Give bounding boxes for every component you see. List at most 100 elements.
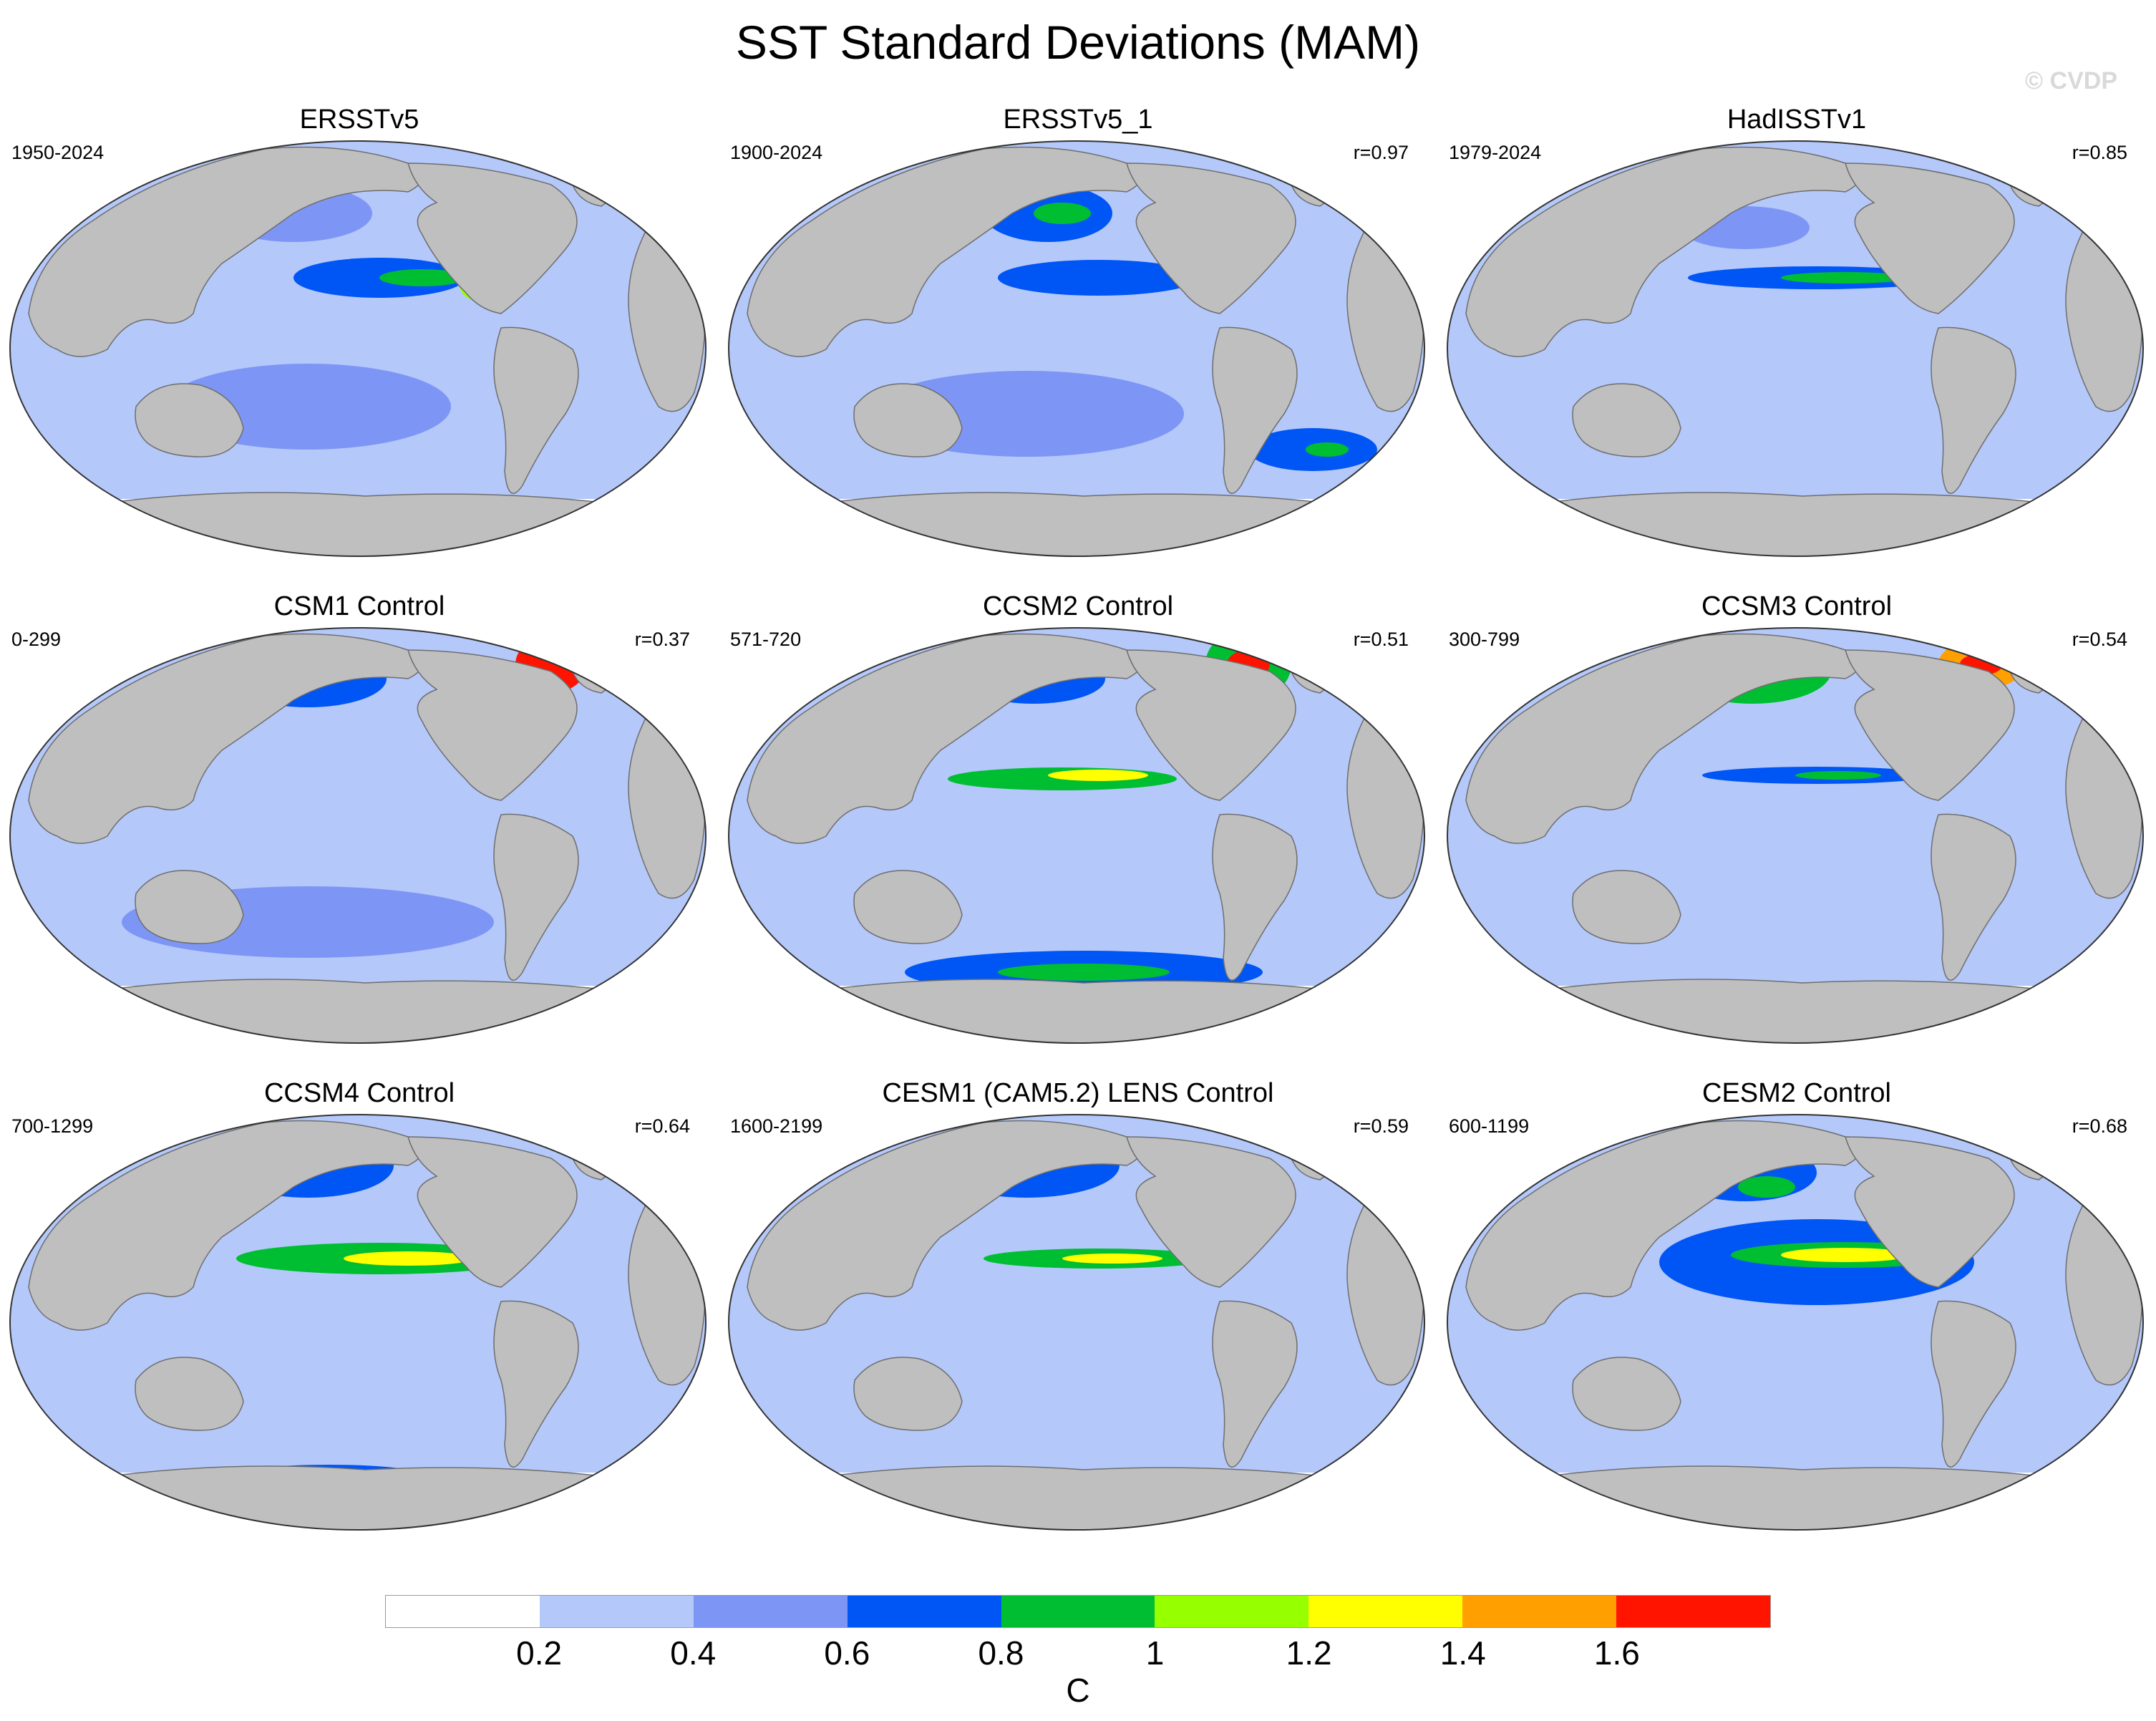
landmass [1931,813,2016,981]
colorbar-tick-label: 0.6 [824,1634,870,1672]
panel-correlation: r=0.54 [2072,629,2127,650]
panel-correlation: r=0.51 [1353,629,1409,650]
map-border [1447,627,2144,1044]
colorbar-swatch [693,1596,848,1627]
colorbar-swatch [386,1596,540,1627]
panel-period: 1600-2199 [730,1115,823,1137]
map-border [728,627,1425,1044]
sst-contour [379,269,465,286]
map-border [9,627,706,1044]
map-panel: CESM2 Control 600-1199 r=0.68 [1437,974,2156,1531]
panel-title: HadISSTv1 [1727,105,1867,135]
landmass [1126,163,1296,314]
landmass [1465,633,1860,844]
panel-title: CCSM4 Control [263,1078,455,1108]
world-map [728,1114,1425,1531]
landmass [1212,813,1298,981]
panel-title: CSM1 Control [273,591,445,621]
landmass [1931,326,2016,494]
landmass [1845,649,2015,801]
colorbar-tick-label: 1.6 [1593,1634,1640,1672]
landmass [493,326,579,494]
colorbar-swatch [847,1596,1001,1627]
sst-contour [1306,442,1349,457]
colorbar-swatch [1462,1596,1617,1627]
landmass [1572,383,1681,457]
sst-contour [1795,771,1881,780]
panel-correlation: r=0.59 [1353,1115,1409,1137]
sst-contour [1034,203,1091,224]
landmass [1572,870,1681,944]
landmass [28,146,423,357]
world-map [1447,1114,2144,1531]
landmass [1126,1136,1296,1288]
world-map [728,140,1425,557]
sst-contour [1062,1254,1162,1264]
map-border [728,140,1425,557]
colorbar-tick-label: 0.8 [978,1634,1024,1672]
sst-contour [344,1251,472,1266]
map-panel: ERSSTv5 1950-2024 [0,0,719,557]
colorbar-tick-label: 1.2 [1286,1634,1332,1672]
panel-title: ERSSTv5 [299,105,419,135]
panel-title: CCSM3 Control [1701,591,1893,621]
landmass [1126,649,1296,801]
landmass [493,1300,579,1468]
sst-contour [1781,272,1910,283]
panel-period: 1900-2024 [730,142,823,163]
landmass [795,1465,1357,1530]
landmass [1212,1300,1298,1468]
panel-correlation: r=0.64 [634,1115,690,1137]
map-panel: CSM1 Control 0-299 r=0.37 [0,487,719,1044]
landmass [1212,326,1298,494]
landmass [1845,1136,2015,1288]
map-border [728,1114,1425,1531]
landmass [407,649,578,801]
map-panel: CCSM2 Control 571-720 r=0.51 [719,487,1437,1044]
landmass [1465,1120,1860,1331]
map-panel: CCSM4 Control 700-1299 r=0.64 [0,974,719,1531]
cvdp-watermark: © CVDP [2025,67,2117,94]
colorbar-unit: C [1066,1672,1090,1709]
colorbar-swatch [1155,1596,1309,1627]
colorbar [385,1595,1771,1628]
map-panel: CESM1 (CAM5.2) LENS Control 1600-2199 r=0.… [719,974,1437,1531]
panel-title: CCSM2 Control [982,591,1174,621]
world-map [1447,627,2144,1044]
map-border [1447,140,2144,557]
panel-correlation: r=0.68 [2072,1115,2127,1137]
panel-period: 700-1299 [11,1115,94,1137]
landmass [77,1465,638,1530]
figure-title: SST Standard Deviations (MAM) [735,16,1421,69]
panel-period: 600-1199 [1449,1115,1530,1137]
landmass [853,870,963,944]
landmass [28,633,423,844]
landmass [28,1120,423,1331]
sst-contour [1781,1248,1910,1262]
landmass [853,383,963,457]
map-border [9,1114,706,1531]
landmass [1572,1357,1681,1431]
map-panel: ERSSTv5_1 1900-2024 r=0.97 [719,0,1437,557]
landmass [135,1357,244,1431]
map-panel: CCSM3 Control 300-799 r=0.54 [1437,487,2156,1044]
landmass [747,633,1142,844]
panel-period: 571-720 [730,629,802,650]
map-border [9,140,706,557]
panel-title: CESM1 (CAM5.2) LENS Control [882,1078,1274,1108]
world-map [9,627,706,1044]
landmass [1845,163,2015,314]
world-map [1447,140,2144,557]
panel-correlation: r=0.37 [634,629,690,650]
panel-title: ERSSTv5_1 [1003,105,1153,135]
panel-correlation: r=0.97 [1353,142,1409,163]
colorbar-swatch [1308,1596,1463,1627]
map-panel: HadISSTv1 1979-2024 r=0.85 [1437,0,2156,557]
world-map [9,1114,706,1531]
panel-correlation: r=0.85 [2072,142,2127,163]
panel-period: 0-299 [11,629,62,650]
colorbar-swatch [1001,1596,1155,1627]
panel-period: 1979-2024 [1449,142,1542,163]
landmass [407,1136,578,1288]
